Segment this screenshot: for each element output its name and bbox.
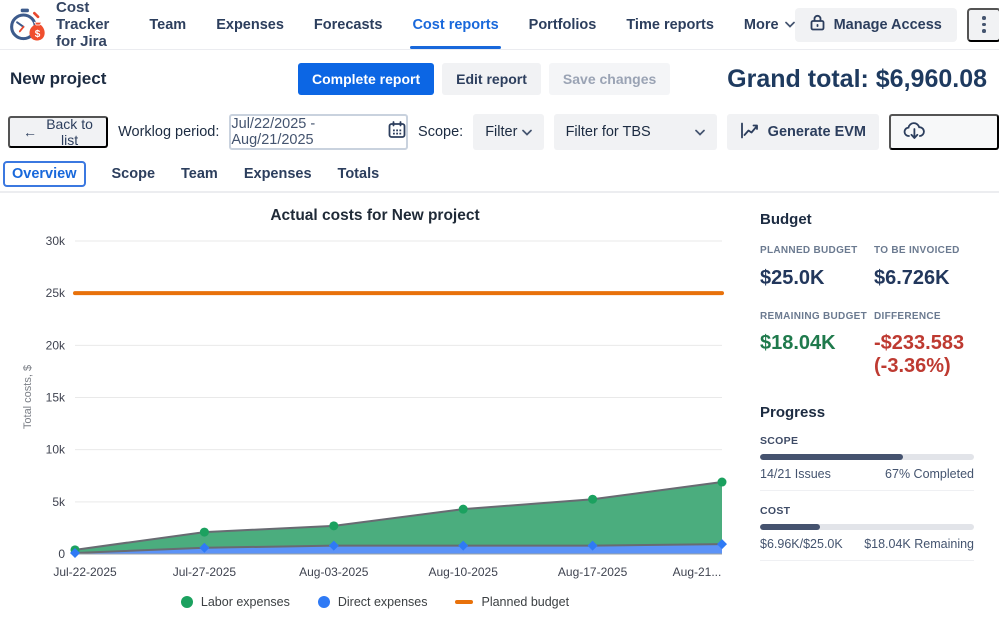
top-navigation-bar: $ Cost Tracker for Jira Team Expenses Fo…: [0, 0, 999, 50]
tab-overview[interactable]: Overview: [3, 161, 86, 187]
nav-item-time-reports[interactable]: Time reports: [626, 0, 714, 49]
svg-text:25k: 25k: [46, 286, 66, 300]
cost-progress: COST $6.96K/$25.0K $18.04K Remaining: [760, 505, 974, 561]
svg-text:$: $: [35, 28, 41, 39]
kebab-menu-button[interactable]: [967, 8, 999, 42]
nav-item-forecasts[interactable]: Forecasts: [314, 0, 383, 49]
budget-heading: Budget: [760, 211, 974, 228]
chevron-down-icon: [695, 124, 705, 140]
chevron-down-icon: [785, 21, 795, 28]
report-tabs: Overview Scope Team Expenses Totals: [0, 156, 999, 193]
svg-text:10k: 10k: [46, 443, 66, 457]
lock-icon: [810, 14, 825, 35]
complete-report-button[interactable]: Complete report: [298, 63, 434, 95]
main-nav: Team Expenses Forecasts Cost reports Por…: [149, 0, 794, 49]
cost-remaining: $18.04K Remaining: [864, 537, 974, 551]
chart-y-axis-label: Total costs, $: [22, 352, 34, 442]
svg-text:Aug-17-2025: Aug-17-2025: [558, 565, 628, 579]
scope-completed-pct: 67% Completed: [885, 467, 974, 481]
svg-text:Aug-10-2025: Aug-10-2025: [429, 565, 499, 579]
legend-direct-expenses: Direct expenses: [318, 595, 428, 609]
cloud-download-icon: [903, 121, 926, 144]
svg-text:Jul-27-2025: Jul-27-2025: [173, 565, 237, 579]
metric-to-be-invoiced: TO BE INVOICED $6.726K: [874, 244, 974, 290]
worklog-period-label: Worklog period:: [118, 124, 219, 140]
arrow-left-icon: ←: [23, 124, 37, 140]
scope-issues-count: 14/21 Issues: [760, 467, 831, 481]
metric-difference: DIFFERENCE -$233.583 (-3.36%): [874, 310, 974, 379]
line-chart-icon: [740, 122, 759, 143]
nav-item-portfolios[interactable]: Portfolios: [529, 0, 597, 49]
nav-item-expenses[interactable]: Expenses: [216, 0, 284, 49]
cost-spent: $6.96K/$25.0K: [760, 537, 843, 551]
tab-scope[interactable]: Scope: [112, 166, 156, 182]
worklog-period-value: Jul/22/2025 - Aug/21/2025: [231, 116, 376, 148]
manage-access-button[interactable]: Manage Access: [795, 8, 957, 42]
legend-planned-budget: Planned budget: [455, 595, 569, 609]
app-title: Cost Tracker for Jira: [56, 0, 109, 49]
scope-progress-bar: [760, 454, 974, 460]
tab-totals[interactable]: Totals: [338, 166, 380, 182]
export-button[interactable]: [889, 114, 999, 150]
svg-text:Aug-21...: Aug-21...: [673, 565, 722, 579]
legend-labor-expenses: Labor expenses: [181, 595, 290, 609]
page-title: New project: [10, 69, 298, 89]
nav-item-cost-reports[interactable]: Cost reports: [412, 0, 498, 49]
overview-content: Actual costs for New project Total costs…: [0, 193, 999, 635]
svg-text:20k: 20k: [46, 338, 66, 352]
save-changes-button: Save changes: [549, 63, 670, 95]
calendar-icon[interactable]: [388, 121, 406, 143]
scope-label: Scope:: [418, 124, 463, 140]
svg-text:30k: 30k: [46, 234, 66, 248]
svg-text:Jul-22-2025: Jul-22-2025: [53, 565, 117, 579]
kebab-icon: [982, 16, 986, 20]
worklog-period-input[interactable]: Jul/22/2025 - Aug/21/2025: [229, 114, 408, 150]
report-header-row: New project Complete report Edit report …: [0, 50, 999, 108]
grand-total: Grand total: $6,960.08: [727, 65, 987, 94]
chart-title: Actual costs for New project: [0, 203, 750, 229]
cost-progress-bar: [760, 524, 974, 530]
metric-planned-budget: PLANNED BUDGET $25.0K: [760, 244, 868, 290]
budget-panel: Budget PLANNED BUDGET $25.0K TO BE INVOI…: [760, 193, 974, 635]
metric-remaining-budget: REMAINING BUDGET $18.04K: [760, 310, 868, 379]
svg-text:5k: 5k: [52, 495, 66, 509]
svg-text:Aug-03-2025: Aug-03-2025: [299, 565, 369, 579]
edit-report-button[interactable]: Edit report: [442, 63, 541, 95]
scope-filter-select[interactable]: Filter: [473, 114, 543, 150]
chevron-down-icon: [522, 124, 532, 140]
planned-budget-swatch: [455, 600, 473, 604]
report-toolbar: ← Back to list Worklog period: Jul/22/20…: [0, 108, 999, 156]
svg-text:0: 0: [58, 547, 65, 561]
tab-expenses[interactable]: Expenses: [244, 166, 312, 182]
cost-tracker-logo-icon: $: [8, 0, 48, 49]
labor-swatch: [181, 596, 193, 608]
saved-filter-select[interactable]: Filter for TBS: [554, 114, 717, 150]
back-to-list-button[interactable]: ← Back to list: [8, 116, 108, 148]
generate-evm-button[interactable]: Generate EVM: [727, 114, 879, 150]
actual-costs-chart-area: Actual costs for New project Total costs…: [0, 193, 750, 635]
svg-text:15k: 15k: [46, 391, 66, 405]
progress-heading: Progress: [760, 404, 974, 421]
nav-item-team[interactable]: Team: [149, 0, 186, 49]
scope-progress: SCOPE 14/21 Issues 67% Completed: [760, 435, 974, 491]
nav-item-more[interactable]: More: [744, 0, 795, 49]
direct-swatch: [318, 596, 330, 608]
chart-legend: Labor expenses Direct expenses Planned b…: [0, 595, 750, 609]
tab-team[interactable]: Team: [181, 166, 218, 182]
cost-chart: 0 5k 10k 15k 20k 25k 30k Jul-22-2025 Jul-27-2025…: [0, 229, 745, 589]
